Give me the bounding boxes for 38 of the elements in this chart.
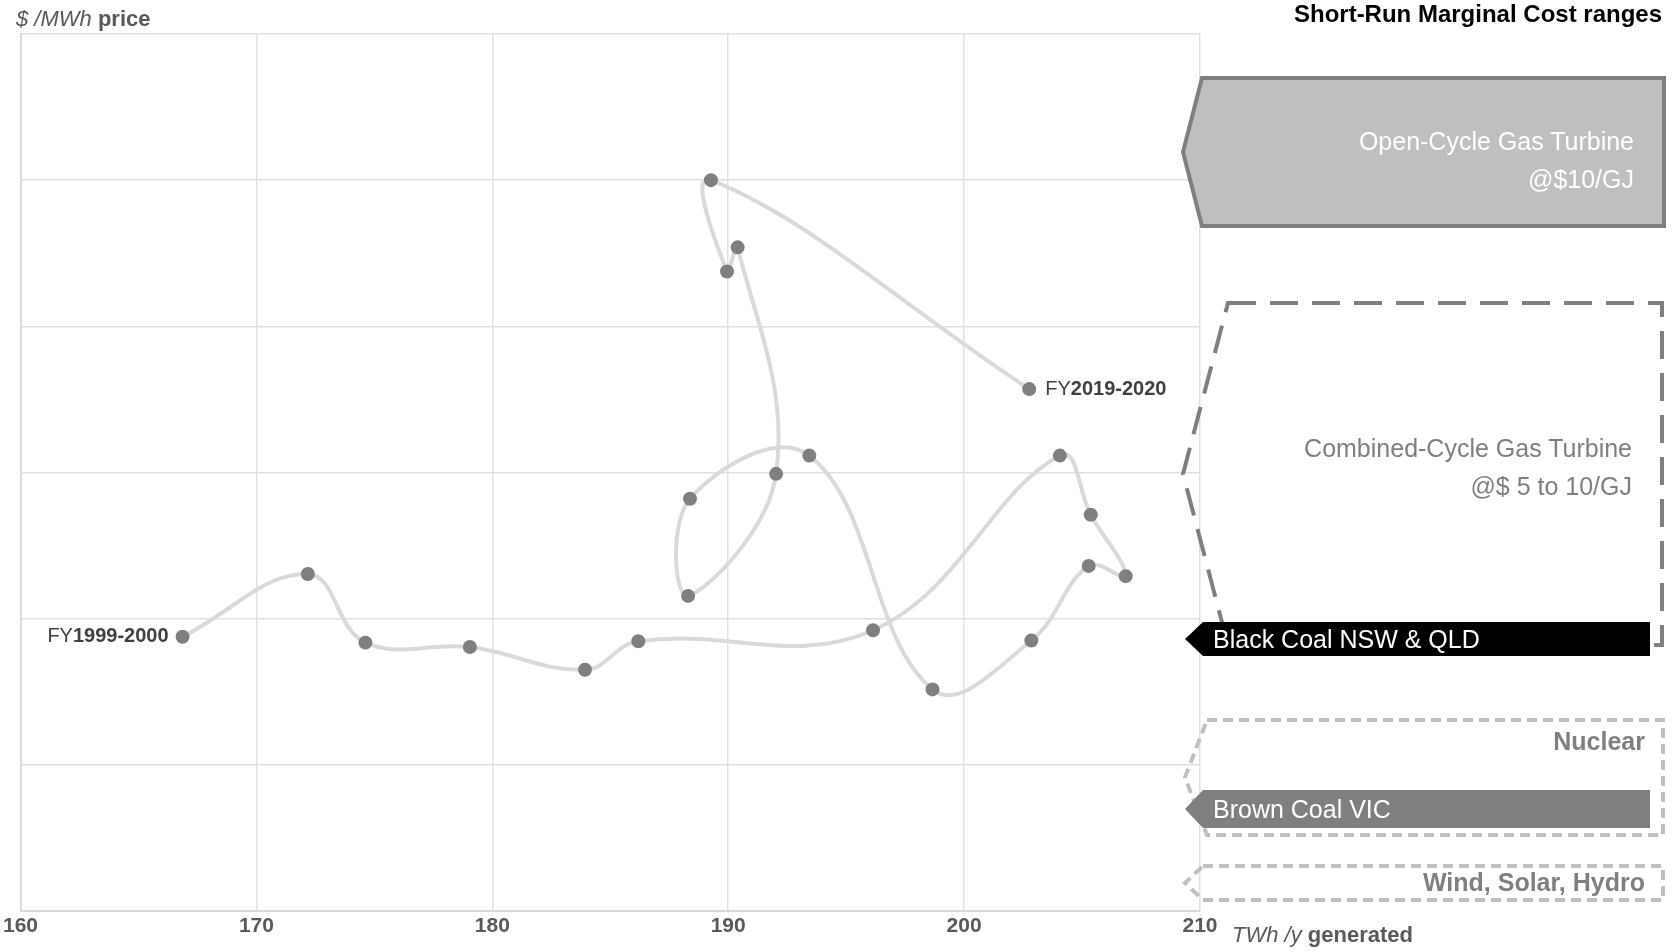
x-tick-label: 190 — [710, 913, 746, 937]
text: Combined-Cycle Gas Turbine @$ 5 to 10/GJ — [1304, 433, 1632, 502]
point — [769, 466, 784, 481]
text: Brown Coal VIC — [1213, 794, 1391, 825]
point — [925, 682, 940, 697]
x-tick-label: 170 — [238, 913, 274, 937]
x-tick-label: 160 — [3, 913, 39, 937]
x-tick-label: 200 — [946, 913, 982, 937]
point — [1081, 558, 1096, 573]
point — [681, 588, 696, 603]
text: Black Coal NSW & QLD — [1213, 624, 1480, 655]
x-tick-label: 180 — [474, 913, 510, 937]
text: Nuclear — [1553, 726, 1645, 757]
point — [866, 623, 881, 638]
point — [175, 629, 190, 644]
text: $ /MWh price — [16, 6, 151, 31]
text: Open-Cycle Gas Turbine @$10/GJ — [1358, 126, 1634, 195]
point — [720, 264, 735, 279]
text: Wind, Solar, Hydro — [1422, 867, 1645, 898]
point — [631, 634, 646, 649]
point — [1083, 507, 1098, 522]
point — [1052, 448, 1067, 463]
point — [1024, 633, 1039, 648]
point — [462, 640, 477, 655]
point — [1118, 569, 1133, 584]
text: Short-Run Marginal Cost ranges — [1293, 0, 1662, 28]
annotation: FY2019-2020 — [1045, 376, 1167, 399]
point — [300, 566, 315, 581]
point — [578, 662, 593, 677]
point — [730, 240, 745, 255]
point — [358, 635, 373, 650]
x-axis-title: TWh /y generated — [1232, 922, 1413, 947]
x-tick-label: 210 — [1182, 913, 1218, 937]
point — [1022, 382, 1037, 397]
point — [703, 173, 718, 188]
point — [802, 448, 817, 463]
point — [682, 491, 697, 506]
annotation: FY1999-2000 — [47, 624, 169, 647]
